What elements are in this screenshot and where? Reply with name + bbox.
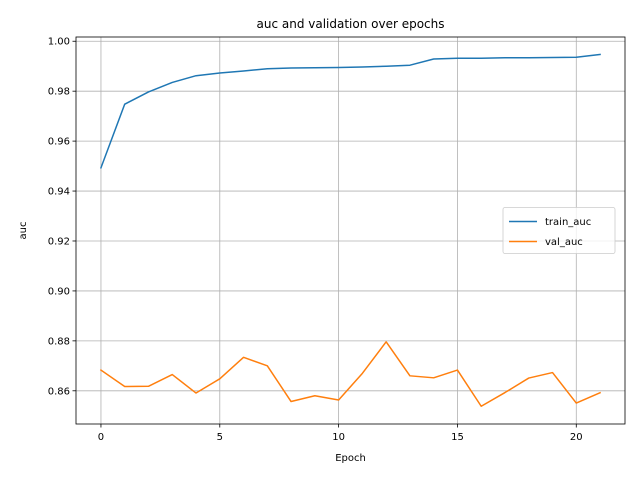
x-tick-label: 15 — [451, 432, 464, 443]
y-tick-label: 0.90 — [48, 286, 70, 297]
y-tick-label: 0.92 — [48, 236, 70, 247]
x-tick-label: 20 — [570, 432, 583, 443]
plot-frame — [75, 36, 626, 425]
chart-title: auc and validation over epochs — [256, 17, 444, 31]
series-line-train_auc — [99, 53, 601, 169]
y-tick-label: 0.86 — [48, 386, 70, 397]
y-tick-label: 1.00 — [48, 37, 70, 48]
x-tick-label: 5 — [217, 432, 223, 443]
y-tick-label: 0.88 — [48, 336, 70, 347]
x-axis-label: Epoch — [335, 453, 366, 464]
y-axis-label: auc — [18, 222, 29, 240]
y-tick-label: 0.96 — [48, 137, 70, 148]
y-tick-label: 0.98 — [48, 87, 70, 98]
legend: train_auc val_auc — [502, 207, 616, 254]
legend-label: train_auc — [545, 217, 591, 228]
x-tick-label: 0 — [98, 432, 104, 443]
grid — [76, 37, 625, 424]
legend-label: val_auc — [545, 237, 583, 248]
series-lines — [99, 53, 602, 408]
series-line-val_auc — [99, 341, 602, 408]
y-tick-label: 0.94 — [48, 187, 70, 198]
x-tick-label: 10 — [332, 432, 345, 443]
axis-ticks: 0 5 10 15 20 0.86 0.88 0.90 0.92 0.94 0.96 0.98 1.00 — [48, 37, 583, 443]
